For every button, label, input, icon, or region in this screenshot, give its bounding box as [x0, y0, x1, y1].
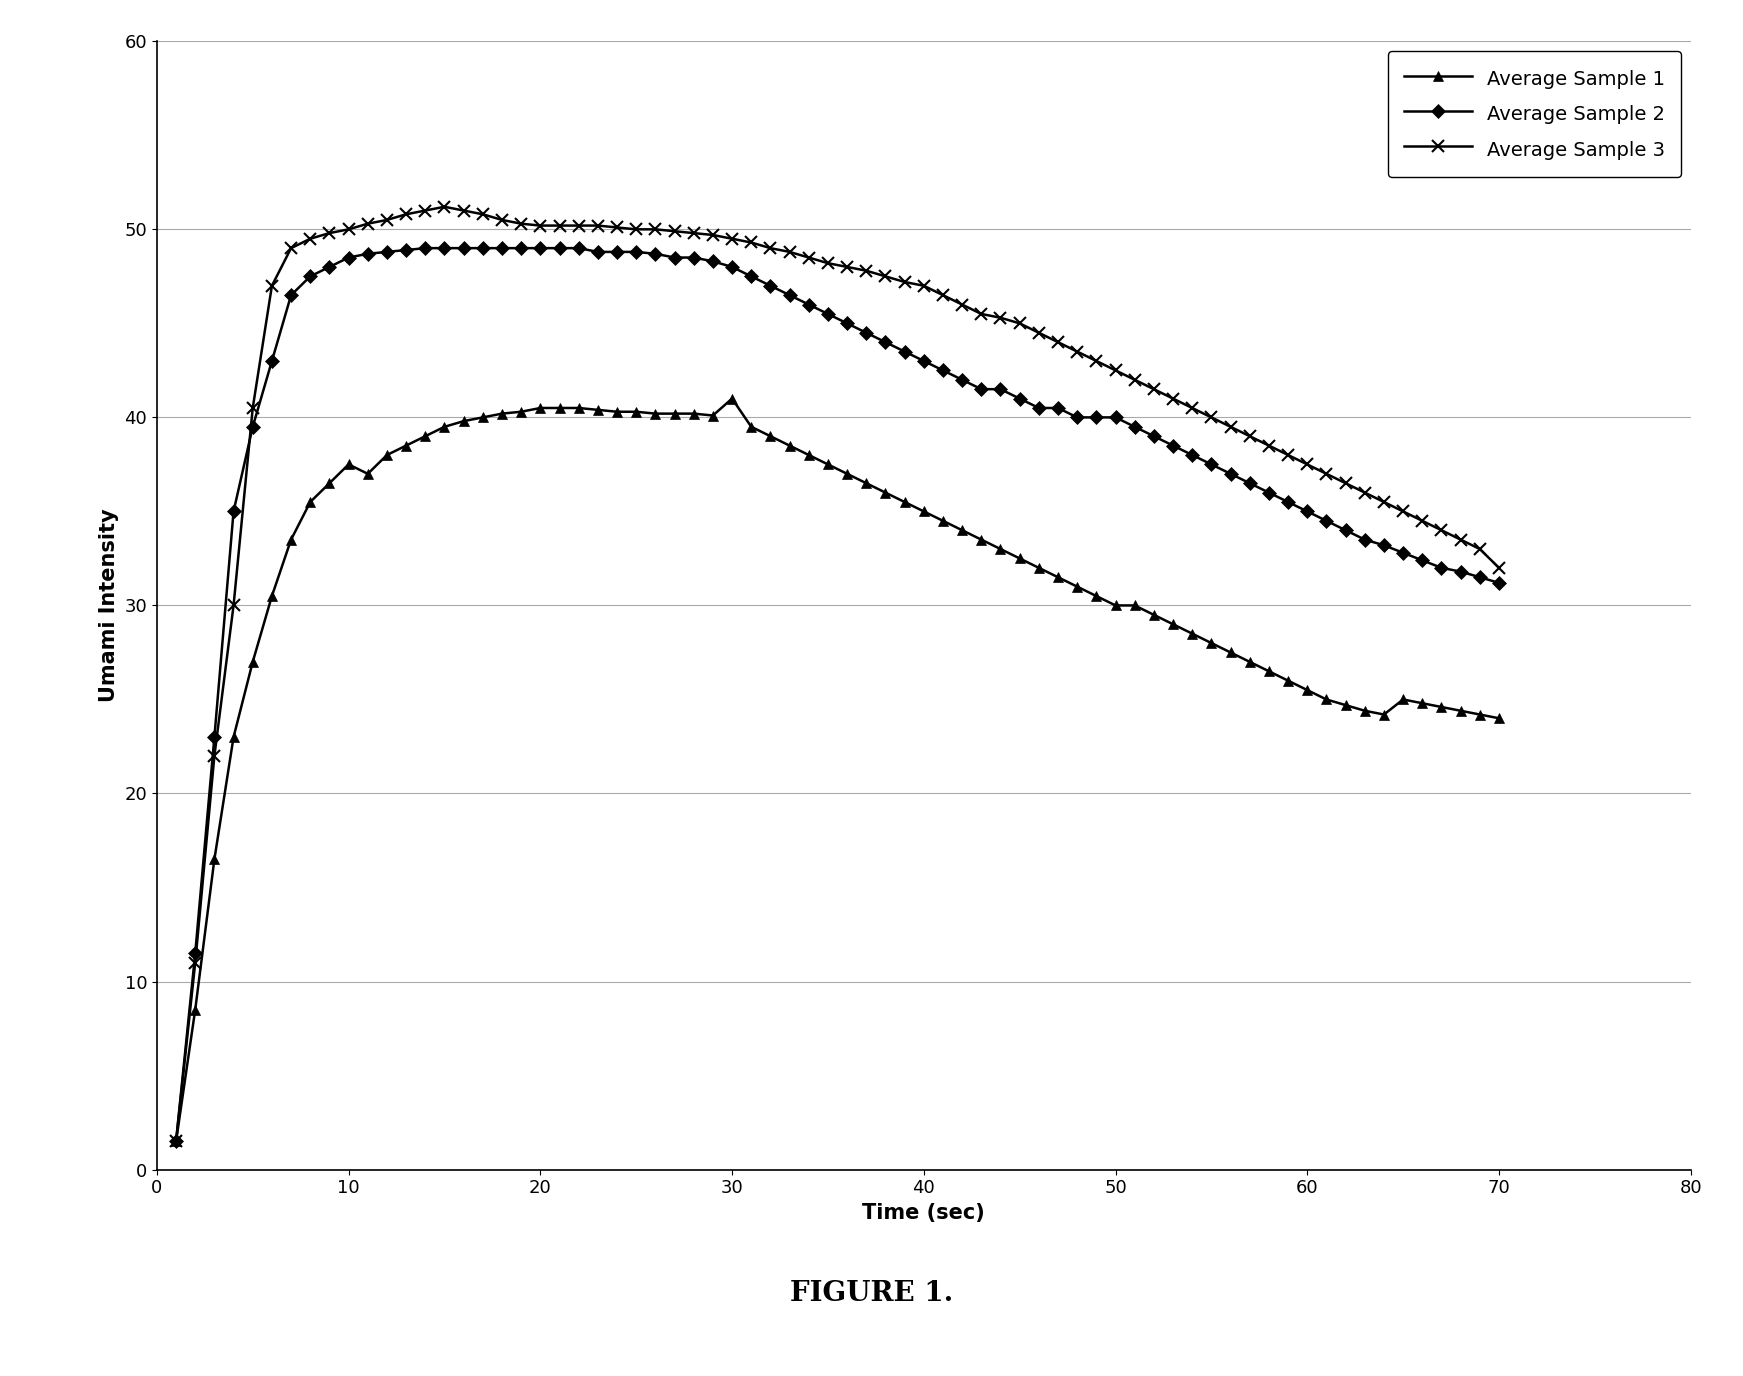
- Average Sample 1: [1489, 710, 1509, 727]
- Average Sample 1: [568, 399, 589, 416]
- Y-axis label: Umami Intensity: Umami Intensity: [99, 509, 119, 702]
- Average Sample 1: [338, 455, 359, 472]
- Line: Average Sample 2: Average Sample 2: [171, 244, 1504, 1146]
- Average Sample 2: [415, 239, 436, 256]
- Line: Average Sample 3: Average Sample 3: [171, 201, 1504, 1148]
- Average Sample 3: [587, 217, 608, 234]
- Average Sample 2: [587, 244, 608, 260]
- Legend: Average Sample 1, Average Sample 2, Average Sample 3: Average Sample 1, Average Sample 2, Aver…: [1387, 51, 1680, 176]
- Average Sample 3: [1297, 455, 1318, 472]
- Average Sample 1: [1316, 691, 1337, 707]
- Average Sample 2: [1489, 575, 1509, 592]
- Average Sample 2: [166, 1134, 187, 1150]
- Average Sample 1: [166, 1134, 187, 1150]
- Average Sample 2: [338, 249, 359, 266]
- Average Sample 1: [722, 391, 743, 407]
- Average Sample 1: [913, 504, 934, 520]
- Average Sample 2: [913, 352, 934, 369]
- Average Sample 2: [1316, 513, 1337, 530]
- Average Sample 3: [492, 212, 512, 228]
- Average Sample 3: [1316, 465, 1337, 482]
- Average Sample 1: [472, 409, 493, 425]
- Average Sample 3: [913, 278, 934, 294]
- Line: Average Sample 1: Average Sample 1: [171, 394, 1504, 1146]
- Text: FIGURE 1.: FIGURE 1.: [790, 1280, 953, 1307]
- X-axis label: Time (sec): Time (sec): [863, 1203, 985, 1223]
- Average Sample 3: [338, 222, 359, 238]
- Average Sample 3: [166, 1134, 187, 1150]
- Average Sample 3: [1489, 560, 1509, 577]
- Average Sample 1: [1297, 682, 1318, 699]
- Average Sample 3: [434, 198, 455, 215]
- Average Sample 2: [1297, 504, 1318, 520]
- Average Sample 2: [492, 239, 512, 256]
